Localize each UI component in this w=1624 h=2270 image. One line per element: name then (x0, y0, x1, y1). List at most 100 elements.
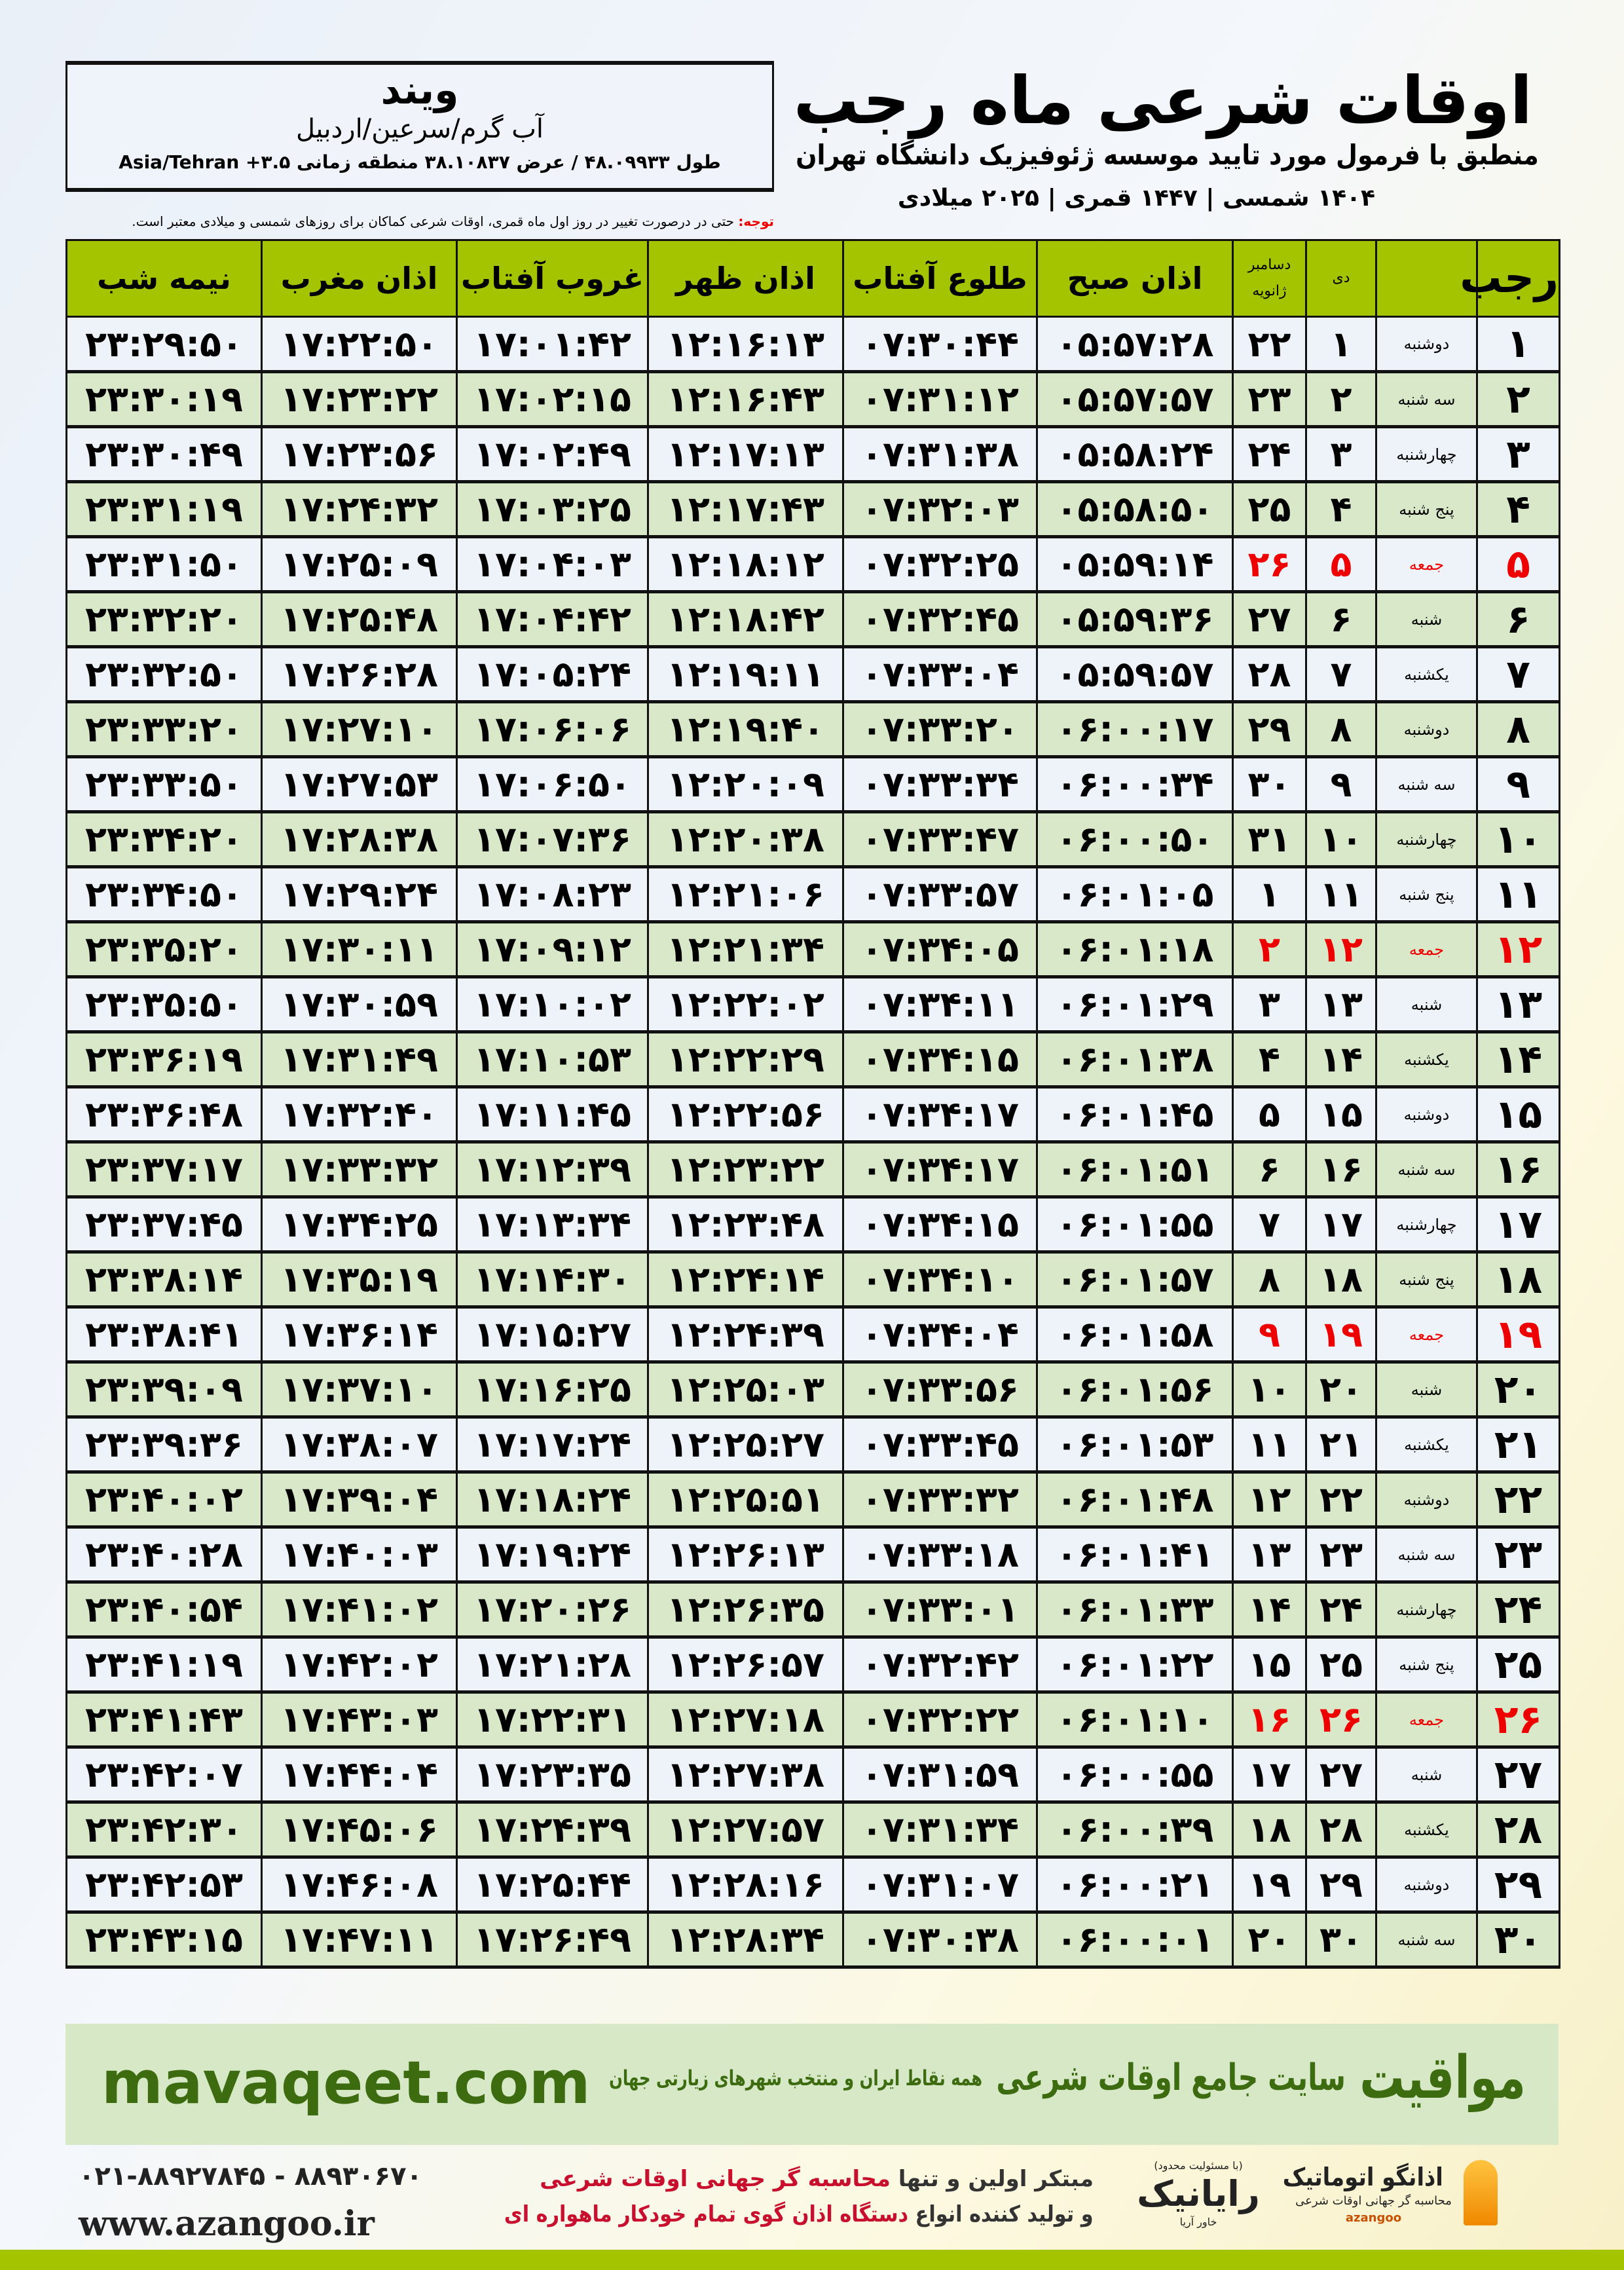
page-title: اوقات شرعی ماه رجب (793, 62, 1532, 139)
maghrib-time: ۱۷:۲۳:۵۶ (261, 426, 458, 483)
rajab-day: ۱۰ (1476, 811, 1560, 868)
zohr-time: ۱۲:۲۸:۳۴ (647, 1911, 844, 1968)
rajab-day: ۶ (1476, 591, 1560, 648)
tolu-time: ۰۷:۳۱:۱۲ (842, 371, 1038, 428)
zohr-time: ۱۲:۱۹:۴۰ (647, 701, 844, 758)
maghrib-time: ۱۷:۳۲:۴۰ (261, 1086, 458, 1143)
weekday: شنبه (1375, 591, 1478, 648)
tolu-time: ۰۷:۳۳:۳۴ (842, 756, 1038, 813)
rajab-day: ۲۳ (1476, 1526, 1560, 1583)
nimeh-time: ۲۳:۴۲:۰۷ (65, 1746, 263, 1803)
weekday: چهارشنبه (1375, 1581, 1478, 1638)
table-row: ۱۸ پنج شنبه ۱۸ ۸ ۰۶:۰۱:۵۷ ۰۷:۳۴:۱۰ ۱۲:۲۴:۱۴ ۱۷:… (65, 1251, 1560, 1308)
table-row: ۶ شنبه ۶ ۲۷ ۰۵:۵۹:۳۶ ۰۷:۳۲:۴۵ ۱۲:۱۸:۴۲ ۱۷:۰۴:۴۲… (65, 591, 1560, 648)
gregorian-day: ۲۲ (1232, 316, 1307, 373)
tolu-time: ۰۷:۳۴:۱۵ (842, 1196, 1038, 1253)
ghorub-time: ۱۷:۱۱:۴۵ (456, 1086, 649, 1143)
table-row: ۷ یکشنبه ۷ ۲۸ ۰۵:۵۹:۵۷ ۰۷:۳۳:۰۴ ۱۲:۱۹:۱۱ ۱۷:۰۵:… (65, 646, 1560, 703)
dey-day: ۱۳ (1305, 976, 1377, 1033)
azangoo-url[interactable]: www.azangoo.ir (79, 2204, 375, 2244)
rajab-day: ۸ (1476, 701, 1560, 758)
zohr-time: ۱۲:۲۷:۵۷ (647, 1801, 844, 1858)
gregorian-day: ۷ (1232, 1196, 1307, 1253)
dey-day: ۳ (1305, 426, 1377, 483)
page-subtitle: منطبق با فرمول مورد تایید موسسه ژئوفیزیک… (796, 139, 1539, 171)
maghrib-time: ۱۷:۲۵:۴۸ (261, 591, 458, 648)
maghrib-time: ۱۷:۲۹:۲۴ (261, 866, 458, 923)
ghorub-time: ۱۷:۰۸:۲۳ (456, 866, 649, 923)
dey-day: ۱۷ (1305, 1196, 1377, 1253)
zohr-time: ۱۲:۲۵:۰۳ (647, 1361, 844, 1418)
nimeh-time: ۲۳:۳۵:۵۰ (65, 976, 263, 1033)
maghrib-time: ۱۷:۳۴:۲۵ (261, 1196, 458, 1253)
dey-day: ۳۰ (1305, 1911, 1377, 1968)
maghrib-time: ۱۷:۲۷:۱۰ (261, 701, 458, 758)
tolu-time: ۰۷:۳۱:۳۴ (842, 1801, 1038, 1858)
dey-day: ۱۴ (1305, 1031, 1377, 1088)
gregorian-day: ۲۸ (1232, 646, 1307, 703)
sobh-time: ۰۶:۰۰:۰۱ (1036, 1911, 1234, 1968)
sobh-time: ۰۶:۰۱:۵۸ (1036, 1306, 1234, 1363)
contact-info: ۰۲۱-۸۸۹۲۷۸۴۵ - ۸۸۹۳۰۶۷۰ (79, 2161, 471, 2195)
year-line: ۱۴۰۴ شمسی | ۱۴۴۷ قمری | ۲۰۲۵ میلادی (897, 185, 1375, 212)
rayanik-sub: خاور آریا (1179, 2216, 1217, 2228)
dey-day: ۲۹ (1305, 1856, 1377, 1913)
nimeh-time: ۲۳:۳۹:۳۶ (65, 1416, 263, 1473)
maghrib-time: ۱۷:۳۳:۳۲ (261, 1141, 458, 1198)
weekday: جمعه (1375, 1306, 1478, 1363)
ghorub-time: ۱۷:۰۷:۳۶ (456, 811, 649, 868)
table-row: ۱۹ جمعه ۱۹ ۹ ۰۶:۰۱:۵۸ ۰۷:۳۴:۰۴ ۱۲:۲۴:۳۹ ۱۷:۱۵:۲… (65, 1306, 1560, 1363)
zohr-time: ۱۲:۲۱:۳۴ (647, 921, 844, 978)
gregorian-day: ۲۴ (1232, 426, 1307, 483)
sobh-time: ۰۶:۰۱:۰۵ (1036, 866, 1234, 923)
gregorian-day: ۴ (1232, 1031, 1307, 1088)
sobh-time: ۰۵:۵۸:۵۰ (1036, 481, 1234, 538)
tolu-time: ۰۷:۳۴:۱۷ (842, 1086, 1038, 1143)
weekday: سه شنبه (1375, 1526, 1478, 1583)
table-row: ۲۸ یکشنبه ۲۸ ۱۸ ۰۶:۰۰:۳۹ ۰۷:۳۱:۳۴ ۱۲:۲۷:۵۷ ۱۷:۲… (65, 1801, 1560, 1858)
rajab-day: ۱۹ (1476, 1306, 1560, 1363)
weekday: یکشنبه (1375, 1801, 1478, 1858)
rajab-day: ۱۲ (1476, 921, 1560, 978)
weekday: پنج شنبه (1375, 866, 1478, 923)
zohr-time: ۱۲:۲۷:۳۸ (647, 1746, 844, 1803)
weekday: پنج شنبه (1375, 1636, 1478, 1693)
zohr-time: ۱۲:۲۶:۵۷ (647, 1636, 844, 1693)
nimeh-time: ۲۳:۳۴:۲۰ (65, 811, 263, 868)
region-name: آب گرم/سرعین/اردبیل (295, 114, 544, 144)
gregorian-day: ۳ (1232, 976, 1307, 1033)
gregorian-day: ۲۳ (1232, 371, 1307, 428)
weekday: پنج شنبه (1375, 1251, 1478, 1308)
dey-day: ۲۶ (1305, 1691, 1377, 1748)
mavaqeet-logo: مواقیت (1359, 2043, 1526, 2112)
nimeh-time: ۲۳:۴۱:۴۳ (65, 1691, 263, 1748)
rajab-day: ۲۴ (1476, 1581, 1560, 1638)
nimeh-time: ۲۳:۳۰:۴۹ (65, 426, 263, 483)
nimeh-time: ۲۳:۳۶:۱۹ (65, 1031, 263, 1088)
header-weekday (1375, 239, 1478, 318)
zohr-time: ۱۲:۲۵:۲۷ (647, 1416, 844, 1473)
sobh-time: ۰۶:۰۱:۱۰ (1036, 1691, 1234, 1748)
rajab-day: ۱۵ (1476, 1086, 1560, 1143)
sobh-time: ۰۵:۵۷:۵۷ (1036, 371, 1234, 428)
rajab-day: ۲۵ (1476, 1636, 1560, 1693)
sobh-time: ۰۶:۰۱:۴۵ (1036, 1086, 1234, 1143)
ghorub-time: ۱۷:۲۳:۳۵ (456, 1746, 649, 1803)
table-row: ۳ چهارشنبه ۳ ۲۴ ۰۵:۵۸:۲۴ ۰۷:۳۱:۳۸ ۱۲:۱۷:۱۳ ۱۷:۰… (65, 426, 1560, 483)
ghorub-time: ۱۷:۲۲:۳۱ (456, 1691, 649, 1748)
table-row: ۱۱ پنج شنبه ۱۱ ۱ ۰۶:۰۱:۰۵ ۰۷:۳۳:۵۷ ۱۲:۲۱:۰۶ ۱۷:… (65, 866, 1560, 923)
mavaqeet-url[interactable]: mavaqeet.com (101, 2049, 591, 2117)
weekday: سه شنبه (1375, 1911, 1478, 1968)
nimeh-time: ۲۳:۳۸:۴۱ (65, 1306, 263, 1363)
dey-day: ۵ (1305, 536, 1377, 593)
table-row: ۱۲ جمعه ۱۲ ۲ ۰۶:۰۱:۱۸ ۰۷:۳۴:۰۵ ۱۲:۲۱:۳۴ ۱۷:۰۹:۱… (65, 921, 1560, 978)
ad-highlight: دستگاه اذان گوی تمام خودکار ماهواره ای (504, 2201, 909, 2227)
sobh-time: ۰۶:۰۱:۲۹ (1036, 976, 1234, 1033)
maghrib-time: ۱۷:۳۱:۴۹ (261, 1031, 458, 1088)
zohr-time: ۱۲:۲۲:۰۲ (647, 976, 844, 1033)
rayanik-name: رایانیک (1137, 2173, 1260, 2214)
weekday: دوشنبه (1375, 1086, 1478, 1143)
gregorian-day: ۳۱ (1232, 811, 1307, 868)
rajab-day: ۲۲ (1476, 1471, 1560, 1528)
dey-day: ۱۱ (1305, 866, 1377, 923)
